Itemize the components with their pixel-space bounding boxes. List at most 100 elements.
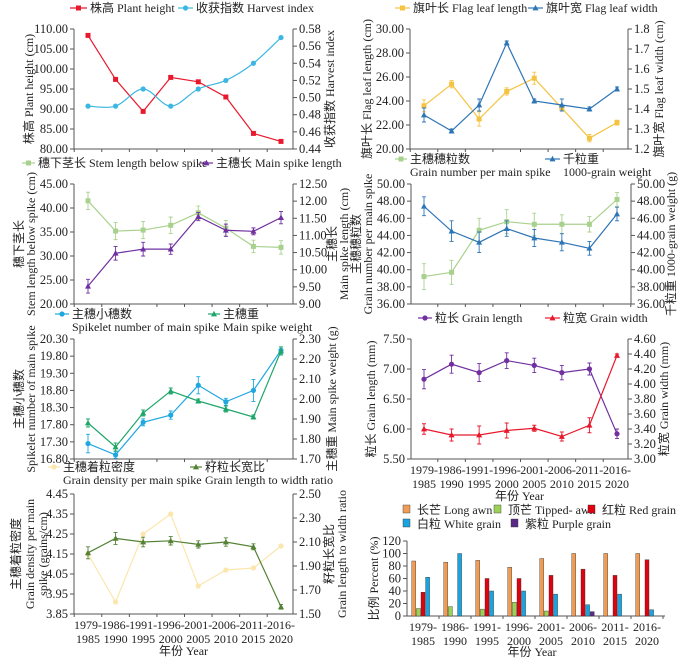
x-axis-title: 年份 Year [507,645,556,659]
data-point [222,227,229,233]
data-point [167,387,174,394]
right-y-tick-label: 1.90 [299,412,321,426]
data-point [112,443,119,450]
x-tick-label: 2020 [635,634,659,648]
legend-marker [549,314,556,321]
right-y-tick-label: 1.70 [299,583,321,597]
bar [448,606,453,617]
data-point [278,214,284,220]
right-y-tick-label: 2.30 [299,332,321,346]
right-y-tick-label: 2.20 [299,352,321,366]
data-point [448,227,455,234]
left-y-tick-label: 40 [389,584,402,598]
x-tick-label: 2001- [520,463,548,477]
data-point [504,88,510,94]
left-axis-title: 主穗小穗数 [11,369,26,429]
right-axis-title: Grain length to width ratio [335,490,349,618]
left-y-tick-label: 4.15 [46,547,68,561]
data-point [85,419,91,426]
bar [443,562,448,617]
legend-label: 主穗穗粒数 [410,151,470,166]
data-point [140,227,146,233]
data-point [614,431,620,437]
left-y-tick-label: 3.85 [46,607,68,621]
left-y-tick-label: 120 [382,534,401,548]
legend-label: 红粒 Red grain [602,502,676,517]
legend-marker [193,463,199,470]
panel-6: 5.50 6.00 6.50 7.00 7.50 粒长 Grain length (mm)… [363,310,671,503]
right-y-tick-label: 11.00 [299,228,327,242]
left-y-tick-label: 95.00 [40,82,68,96]
legend-marker [76,5,81,11]
data-point [168,511,174,517]
x-tick-label: 1986- [441,620,469,634]
data-point [250,387,257,394]
left-axis-title: Grain density per main [23,499,37,609]
x-tick-label: 1986- [102,618,130,632]
data-point [140,108,146,114]
data-point [503,427,510,433]
right-y-tick-label: 2.50 [299,487,321,501]
data-point [250,413,257,420]
legend-label: 主穗长 Main spike length [216,156,342,170]
x-tick-label: 2000 [507,634,531,648]
right-y-tick-label: 1.7 [634,42,650,56]
left-y-tick-label: 38.00 [377,280,405,294]
left-y-tick-label: 46.00 [377,211,405,225]
bar [649,609,654,617]
right-y-tick-label: 44.00 [637,228,665,242]
bar [489,590,494,617]
left-axis-title: 粒长 Grain length (mm) [363,341,378,458]
left-y-tick-label: 110.00 [34,22,68,36]
bar [612,575,618,617]
data-point [250,130,256,136]
right-y-tick-label: 1.4 [634,102,650,116]
x-tick-label: 1996- [157,618,185,632]
x-tick-label: 1979- [410,463,438,477]
right-y-tick-label: 0.58 [299,22,321,36]
data-point [278,543,284,549]
left-y-tick-label: 17.80 [40,418,68,432]
panel-1: 80.0085.0090.0095.00100.00105.00110.00株高… [21,0,337,156]
data-point [85,198,91,204]
left-y-tick-label: 90.00 [40,102,68,116]
data-point [222,538,229,545]
left-axis-title: 主穗着粒密度 [8,518,23,590]
x-tick-label: 1985 [76,632,100,646]
left-axis-title: spike (grains/cm) [36,512,50,596]
data-point [448,431,455,438]
series-line [87,513,282,604]
right-y-tick-label: 0.52 [299,73,321,87]
data-point [448,127,455,134]
right-y-tick-label: 12.50 [299,177,327,191]
right-y-tick-label: 2.30 [299,511,321,525]
data-point [586,422,593,428]
data-point [250,565,257,571]
left-y-tick-label: 80 [389,559,402,573]
legend-label: Grain density per main spike [63,473,202,487]
legend-marker [532,4,539,11]
x-tick-label: 2005 [539,634,563,648]
data-point [421,274,427,280]
bar [411,560,416,617]
legend-label: 主穗重 [223,307,259,321]
data-point [113,228,119,234]
right-y-tick-label: 3.40 [634,422,656,436]
bar [480,608,485,617]
data-point [195,213,202,219]
left-y-tick-label: 17.30 [40,435,68,449]
x-tick-label: 1995 [467,477,491,491]
left-y-tick-label: 20 [389,597,402,611]
data-point [278,34,284,41]
legend-label: 籽粒长宽比 [205,459,265,474]
data-point [586,245,593,251]
data-point [168,222,174,228]
legend-label: Main spike weight [223,320,313,334]
data-point [195,382,201,388]
right-axis-title: 主穗重 Main spike weight (g) [325,326,339,471]
data-point [222,405,229,412]
bar [544,610,549,617]
right-y-tick-label: 4.20 [634,362,656,376]
bar [635,553,640,617]
